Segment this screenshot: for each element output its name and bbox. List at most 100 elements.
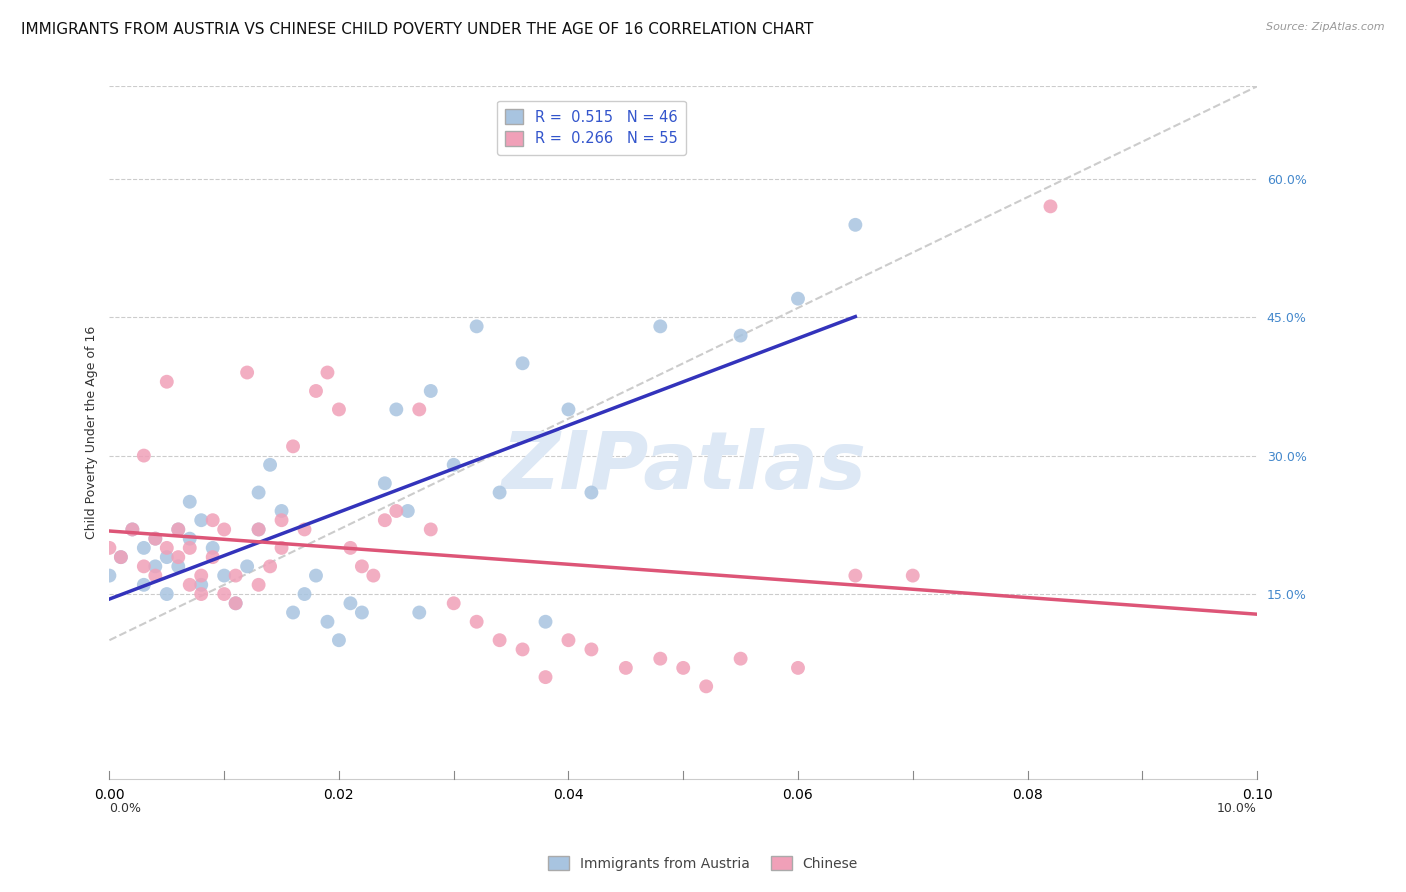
Point: [212, 523, 235, 537]
Point: [408, 402, 430, 417]
Point: [350, 559, 373, 574]
Point: [695, 679, 717, 693]
Point: [190, 587, 212, 601]
Point: [363, 568, 385, 582]
Point: [672, 661, 695, 675]
Point: [179, 541, 201, 555]
Point: [374, 513, 396, 527]
Point: [581, 485, 603, 500]
Point: [167, 523, 190, 537]
Point: [98, 541, 121, 555]
Point: [190, 578, 212, 592]
Point: [167, 559, 190, 574]
Point: [270, 513, 292, 527]
Point: [225, 568, 247, 582]
Point: [270, 504, 292, 518]
Point: [488, 485, 510, 500]
Point: [143, 532, 166, 546]
Point: [167, 550, 190, 565]
Text: ZIPatlas: ZIPatlas: [501, 428, 866, 506]
Legend: Immigrants from Austria, Chinese: Immigrants from Austria, Chinese: [543, 850, 863, 876]
Point: [247, 523, 270, 537]
Point: [465, 319, 488, 334]
Point: [156, 550, 179, 565]
Point: [281, 606, 304, 620]
Point: [156, 587, 179, 601]
Point: [179, 532, 201, 546]
Point: [247, 578, 270, 592]
Point: [374, 476, 396, 491]
Point: [212, 587, 235, 601]
Point: [179, 494, 201, 508]
Point: [259, 458, 281, 472]
Point: [730, 651, 752, 665]
Point: [225, 596, 247, 610]
Point: [270, 541, 292, 555]
Point: [305, 568, 328, 582]
Point: [581, 642, 603, 657]
Point: [512, 356, 534, 370]
Legend: R =  0.515   N = 46, R =  0.266   N = 55: R = 0.515 N = 46, R = 0.266 N = 55: [496, 101, 686, 154]
Point: [305, 384, 328, 398]
Point: [132, 559, 155, 574]
Point: [110, 550, 132, 565]
Point: [190, 568, 212, 582]
Point: [557, 633, 579, 648]
Point: [143, 559, 166, 574]
Point: [614, 661, 637, 675]
Point: [121, 523, 143, 537]
Point: [328, 633, 350, 648]
Point: [557, 402, 579, 417]
Point: [247, 485, 270, 500]
Point: [236, 366, 259, 380]
Point: [316, 366, 339, 380]
Point: [339, 596, 361, 610]
Point: [396, 504, 419, 518]
Point: [281, 439, 304, 453]
Text: 10.0%: 10.0%: [1218, 802, 1257, 814]
Point: [110, 550, 132, 565]
Point: [787, 292, 810, 306]
Point: [443, 458, 465, 472]
Point: [121, 523, 143, 537]
Point: [156, 541, 179, 555]
Point: [316, 615, 339, 629]
Point: [844, 568, 866, 582]
Point: [512, 642, 534, 657]
Point: [247, 523, 270, 537]
Point: [294, 523, 316, 537]
Point: [419, 384, 441, 398]
Point: [98, 568, 121, 582]
Point: [328, 402, 350, 417]
Text: 0.0%: 0.0%: [110, 802, 142, 814]
Point: [901, 568, 924, 582]
Point: [408, 606, 430, 620]
Point: [212, 568, 235, 582]
Point: [132, 541, 155, 555]
Point: [190, 513, 212, 527]
Point: [534, 670, 557, 684]
Point: [201, 513, 224, 527]
Point: [534, 615, 557, 629]
Point: [294, 587, 316, 601]
Point: [787, 661, 810, 675]
Point: [844, 218, 866, 232]
Y-axis label: Child Poverty Under the Age of 16: Child Poverty Under the Age of 16: [86, 326, 98, 539]
Point: [225, 596, 247, 610]
Point: [167, 523, 190, 537]
Point: [385, 504, 408, 518]
Point: [201, 541, 224, 555]
Point: [236, 559, 259, 574]
Point: [201, 550, 224, 565]
Point: [143, 568, 166, 582]
Text: Source: ZipAtlas.com: Source: ZipAtlas.com: [1267, 22, 1385, 32]
Point: [339, 541, 361, 555]
Point: [350, 606, 373, 620]
Point: [650, 651, 672, 665]
Point: [730, 328, 752, 343]
Point: [132, 449, 155, 463]
Point: [179, 578, 201, 592]
Point: [419, 523, 441, 537]
Point: [465, 615, 488, 629]
Point: [1039, 199, 1062, 213]
